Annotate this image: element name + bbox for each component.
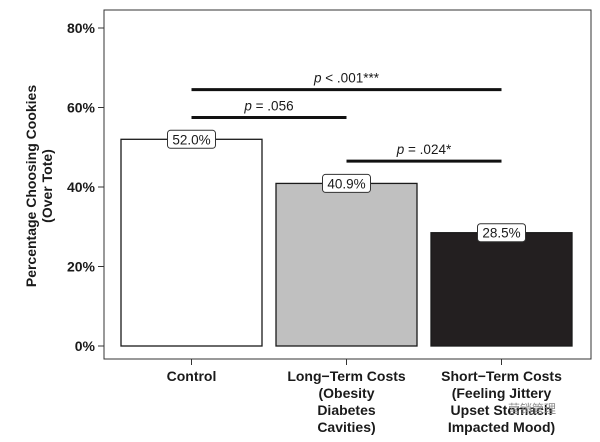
x-category-label: (Obesity (318, 385, 374, 401)
x-category-label: Control (167, 368, 217, 384)
y-tick-label: 0% (75, 338, 96, 354)
significance-label: p = .056 (243, 98, 293, 113)
x-category-label: Upset Stomach (451, 402, 553, 418)
value-label: 52.0% (172, 132, 210, 147)
y-tick-label: 80% (67, 20, 96, 36)
bar-value-labels: 52.0% 40.9% 28.5% (167, 129, 526, 243)
y-tick-label: 20% (67, 259, 96, 275)
x-axis: Control Long−Term Costs(ObesityDiabetesCa… (167, 359, 562, 435)
y-axis-title-line: Percentage Choosing Cookies (23, 85, 39, 287)
p-value: < .001*** (322, 71, 380, 86)
value-label-box (322, 173, 371, 193)
significance-label: p < .001*** (313, 71, 380, 86)
x-category-label: Diabetes (317, 402, 376, 418)
y-axis-title-line: (Over Tote) (39, 149, 55, 223)
x-category-label: Short−Term Costs (441, 368, 562, 384)
x-category-label: Impacted Mood) (448, 419, 555, 435)
p-symbol: p (396, 142, 405, 157)
y-axis-title: Percentage Choosing Cookies (Over Tote) (23, 85, 55, 287)
value-label-box (167, 129, 216, 149)
y-axis: 0% 20% 40% 60% 80% (67, 20, 104, 354)
value-label: 40.9% (327, 176, 365, 191)
bars (120, 138, 573, 347)
value-label: 28.5% (482, 226, 520, 241)
x-category-label: (Feeling Jittery (452, 385, 552, 401)
p-value: = .024* (404, 142, 452, 157)
value-label-box (477, 223, 526, 243)
significance-label: p = .024* (396, 142, 452, 157)
watermark-text: 营销管理 (508, 401, 556, 416)
x-category-label: Long−Term Costs (287, 368, 406, 384)
x-category-label: Cavities) (317, 419, 375, 435)
bar (120, 138, 263, 347)
p-symbol: p (243, 98, 252, 113)
bar (275, 182, 418, 347)
y-tick-label: 60% (67, 100, 96, 116)
p-value: = .056 (252, 98, 294, 113)
y-tick-label: 40% (67, 179, 96, 195)
p-symbol: p (313, 71, 322, 86)
bar (430, 232, 573, 347)
